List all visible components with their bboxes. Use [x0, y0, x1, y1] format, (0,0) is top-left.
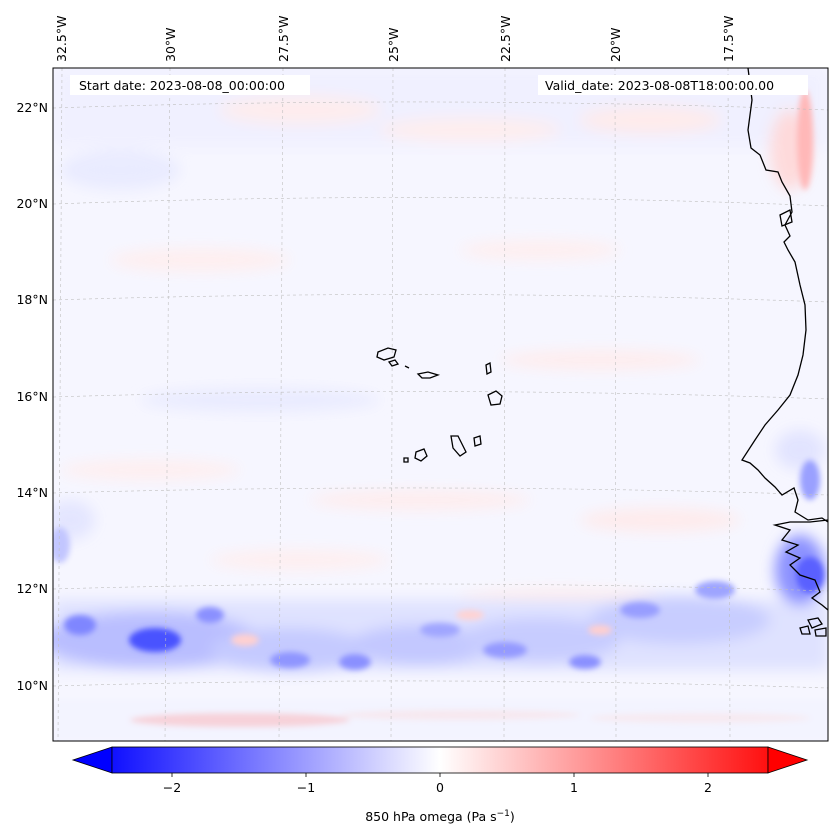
latitude-labels: 22°N 20°N 18°N 16°N 14°N 12°N 10°N	[16, 100, 48, 693]
map-panel: Start date: 2023-08-08_00:00:00 Valid_da…	[52, 67, 829, 742]
island-santiago	[450, 435, 467, 457]
lat-label: 14°N	[16, 485, 48, 500]
lon-label: 30°W	[163, 27, 178, 62]
colorbar-extend-high	[767, 746, 809, 774]
island-sao-vicente	[387, 359, 400, 367]
island-maio	[473, 435, 482, 447]
lon-label: 22.5°W	[498, 16, 513, 62]
island-sao-nicolau	[416, 371, 441, 379]
island-santo-antao	[376, 347, 397, 361]
colorbar-tick-label: −2	[163, 780, 181, 795]
map-frame	[52, 67, 829, 742]
colorbar-label: 850 hPa omega (Pa s−1)	[365, 809, 515, 824]
longitude-labels: 32.5°W 30°W 27.5°W 25°W 22.5°W 20°W 17.5…	[54, 16, 736, 62]
west-africa-coastline	[741, 68, 828, 523]
island-brava	[403, 457, 409, 463]
colorbar-tick-label: 0	[436, 780, 444, 795]
colorbar-gradient	[111, 746, 769, 774]
island-santa-luzia	[404, 365, 410, 369]
colorbar-ticks	[171, 773, 709, 777]
lon-label: 32.5°W	[54, 16, 69, 62]
lon-label: 25°W	[386, 27, 401, 62]
colorbar-extend-low	[71, 746, 113, 774]
senegal-gambia-coast	[772, 519, 828, 611]
guinea-bissau-islands	[799, 617, 827, 637]
lon-label: 20°W	[608, 27, 623, 62]
island-fogo	[414, 448, 428, 462]
island-sal	[485, 362, 492, 375]
lon-label: 17.5°W	[721, 16, 736, 62]
valid-date-annotation: Valid_date: 2023-08-08T18:00:00.00	[545, 78, 774, 93]
lat-label: 10°N	[16, 678, 48, 693]
coastlines	[376, 68, 828, 637]
colorbar-tick-label: 1	[570, 780, 578, 795]
lat-label: 22°N	[16, 100, 48, 115]
island-boa-vista	[487, 390, 503, 406]
lon-label: 27.5°W	[276, 16, 291, 62]
coast-inlet-north	[779, 209, 793, 227]
colorbar-tick-label: 2	[704, 780, 712, 795]
map-gridlines	[53, 68, 828, 741]
lat-label: 12°N	[16, 581, 48, 596]
lat-label: 16°N	[16, 389, 48, 404]
start-date-annotation: Start date: 2023-08-08_00:00:00	[79, 78, 285, 93]
colorbar: −2 −1 0 1 2 850 hPa omega (Pa s−1)	[71, 746, 809, 824]
lat-label: 20°N	[16, 196, 48, 211]
colorbar-tick-label: −1	[297, 780, 315, 795]
lat-label: 18°N	[16, 292, 48, 307]
